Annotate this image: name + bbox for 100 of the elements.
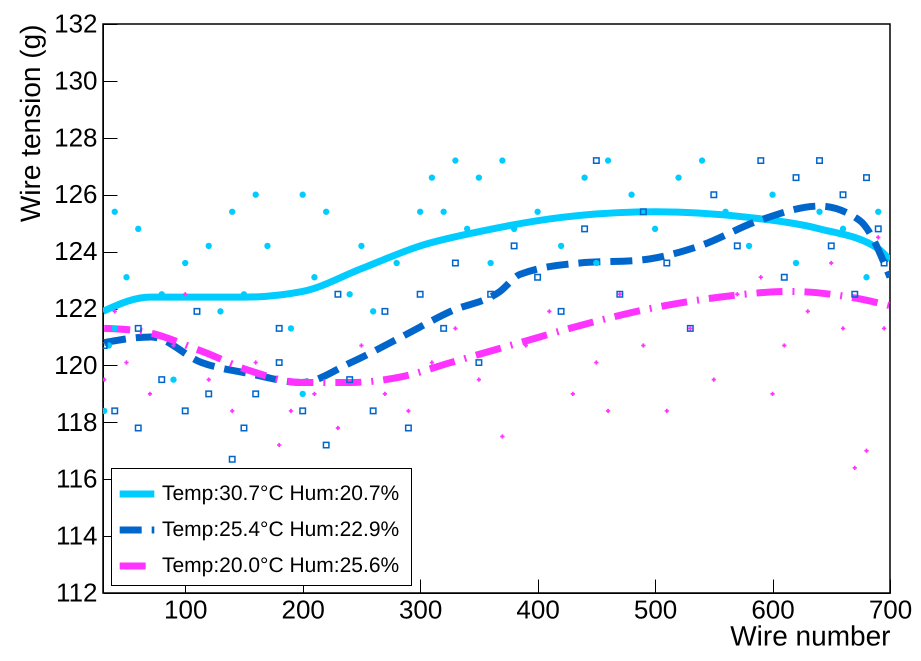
point [406, 408, 411, 414]
point [322, 442, 330, 449]
point [135, 226, 142, 232]
point [594, 360, 598, 365]
x-tick-label: 100 [164, 594, 208, 624]
point [111, 407, 118, 414]
point [112, 309, 117, 314]
point [863, 274, 870, 280]
point [500, 434, 504, 439]
point [604, 157, 612, 164]
point [112, 208, 118, 215]
x-tick-label: 300 [398, 594, 442, 624]
point [264, 242, 271, 250]
point [183, 292, 188, 296]
point [358, 242, 365, 250]
point [170, 376, 177, 383]
point [828, 242, 835, 250]
point [171, 343, 176, 348]
point [880, 259, 888, 266]
point [393, 260, 400, 266]
y-tick-label: 116 [56, 464, 98, 494]
point [103, 378, 106, 382]
point [792, 174, 800, 182]
x-tick-label: 200 [281, 594, 325, 624]
point [780, 274, 788, 281]
point [124, 360, 129, 365]
point [547, 309, 552, 314]
point [487, 260, 494, 266]
point [840, 326, 846, 331]
point [440, 324, 448, 332]
y-tick-label: 120 [54, 350, 98, 380]
point [476, 174, 482, 181]
point [663, 259, 670, 266]
point [792, 260, 800, 266]
point [874, 225, 882, 232]
point [475, 359, 482, 366]
point [487, 290, 494, 298]
point [864, 448, 869, 453]
point [370, 407, 377, 414]
point [664, 408, 669, 414]
point [581, 225, 588, 232]
point [381, 308, 388, 315]
point [370, 308, 376, 314]
point [712, 378, 716, 382]
point [558, 308, 565, 315]
point [229, 208, 236, 215]
point [698, 157, 706, 164]
point [558, 242, 564, 250]
y-tick-label: 118 [56, 406, 98, 437]
point [240, 424, 248, 432]
y-tick-label: 124 [54, 236, 98, 266]
point [276, 359, 283, 366]
point [416, 290, 424, 298]
legend-label: Temp:25.4°C Hum:22.9% [162, 518, 400, 541]
point [863, 174, 870, 182]
point [312, 392, 317, 396]
point [134, 424, 142, 432]
point [276, 324, 283, 332]
point [158, 376, 166, 384]
x-tick-label: 500 [634, 594, 678, 624]
y-tick-label: 128 [54, 122, 98, 152]
y-tick-label: 114 [56, 520, 98, 551]
point [205, 390, 212, 398]
y-tick-label: 130 [54, 65, 98, 96]
point [770, 392, 775, 396]
point [123, 274, 130, 280]
point [570, 392, 575, 396]
y-tick-label: 122 [54, 293, 98, 323]
point [206, 242, 212, 250]
point [851, 290, 858, 298]
point [323, 208, 330, 215]
point [112, 325, 118, 332]
point [581, 174, 588, 181]
point [252, 390, 260, 398]
point [757, 157, 764, 164]
point [652, 226, 658, 232]
point [134, 324, 142, 332]
point [806, 309, 810, 314]
point [346, 291, 353, 298]
point [300, 192, 306, 198]
point [148, 392, 152, 396]
point [440, 208, 447, 215]
point [452, 259, 459, 266]
point [404, 424, 412, 432]
point [334, 290, 342, 298]
point [430, 360, 434, 365]
legend-label: Temp:20.0°C Hum:25.6% [162, 554, 400, 577]
point [382, 392, 388, 396]
point [840, 226, 846, 232]
y-tick-label: 132 [54, 8, 98, 38]
point [782, 343, 786, 348]
point [829, 260, 834, 266]
point [182, 260, 188, 266]
point [299, 407, 306, 414]
y-tick-label: 126 [54, 179, 98, 210]
point [735, 292, 740, 296]
point [592, 157, 600, 164]
point [428, 174, 436, 181]
point [230, 408, 234, 414]
point [300, 390, 306, 398]
